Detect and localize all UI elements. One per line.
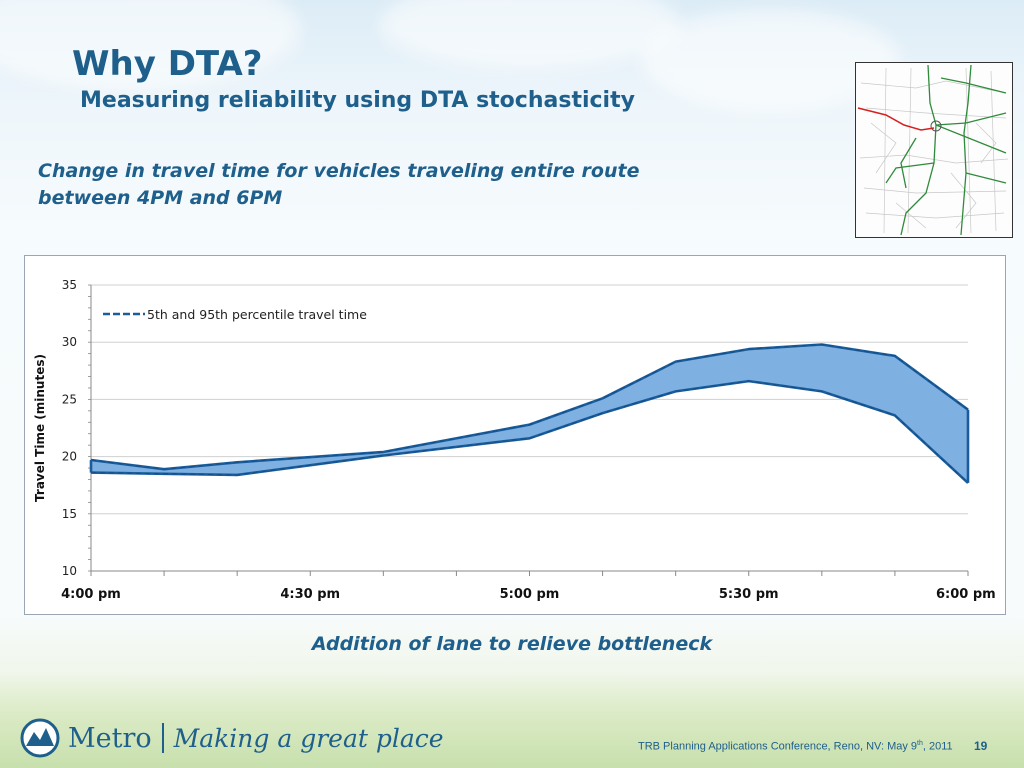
route-map-thumbnail xyxy=(855,62,1013,238)
slide-title: Why DTA? xyxy=(72,44,263,84)
chart-container: 10 15 20 25 30 35 4:00 pm 4:30 pm 5:00 pm 5:30 pm… xyxy=(24,255,1006,615)
sky-cloud xyxy=(380,0,680,70)
x-tick-label: 4:30 pm xyxy=(280,587,340,602)
metro-globe-icon xyxy=(20,718,60,758)
metro-tagline: Making a great place xyxy=(173,723,444,753)
y-tick-label: 15 xyxy=(62,507,77,521)
grass-background xyxy=(0,673,1024,768)
conference-sup: th xyxy=(917,740,923,747)
route-map-image xyxy=(857,64,1009,236)
logo-divider xyxy=(161,723,164,753)
x-tick-label: 6:00 pm xyxy=(936,587,996,602)
chart-caption: Change in travel time for vehicles trave… xyxy=(38,160,640,209)
y-tick-label: 20 xyxy=(62,450,77,464)
x-tick-label: 5:30 pm xyxy=(719,587,779,602)
slide-subtitle: Measuring reliability using DTA stochast… xyxy=(80,88,635,113)
metro-brand: Metro xyxy=(68,722,152,754)
page-number: 19 xyxy=(974,739,988,753)
conference-text: TRB Planning Applications Conference, Re… xyxy=(638,740,918,753)
route-highlight xyxy=(857,107,935,131)
x-tick-label: 5:00 pm xyxy=(500,587,560,602)
conference-note: TRB Planning Applications Conference, Re… xyxy=(638,740,953,753)
series-dash-lower xyxy=(90,380,969,484)
highway-network xyxy=(885,64,1007,236)
y-tick-label: 10 xyxy=(62,564,77,578)
metro-logo: Metro Making a great place xyxy=(20,718,444,758)
conference-year: , 2011 xyxy=(922,740,953,753)
y-tick-label: 35 xyxy=(62,278,77,292)
y-axis-label: Travel Time (minutes) xyxy=(33,354,47,502)
series-line-upper xyxy=(90,343,969,471)
percentile-band xyxy=(91,344,968,483)
travel-time-chart: 10 15 20 25 30 35 4:00 pm 4:30 pm 5:00 pm 5:30 pm… xyxy=(33,278,996,602)
x-tick-label: 4:00 pm xyxy=(61,587,121,602)
y-tick-label: 30 xyxy=(62,335,77,349)
legend-label: 5th and 95th percentile travel time xyxy=(147,307,367,322)
bottleneck-annotation: Addition of lane to relieve bottleneck xyxy=(311,633,713,655)
y-tick-label: 25 xyxy=(62,392,77,406)
